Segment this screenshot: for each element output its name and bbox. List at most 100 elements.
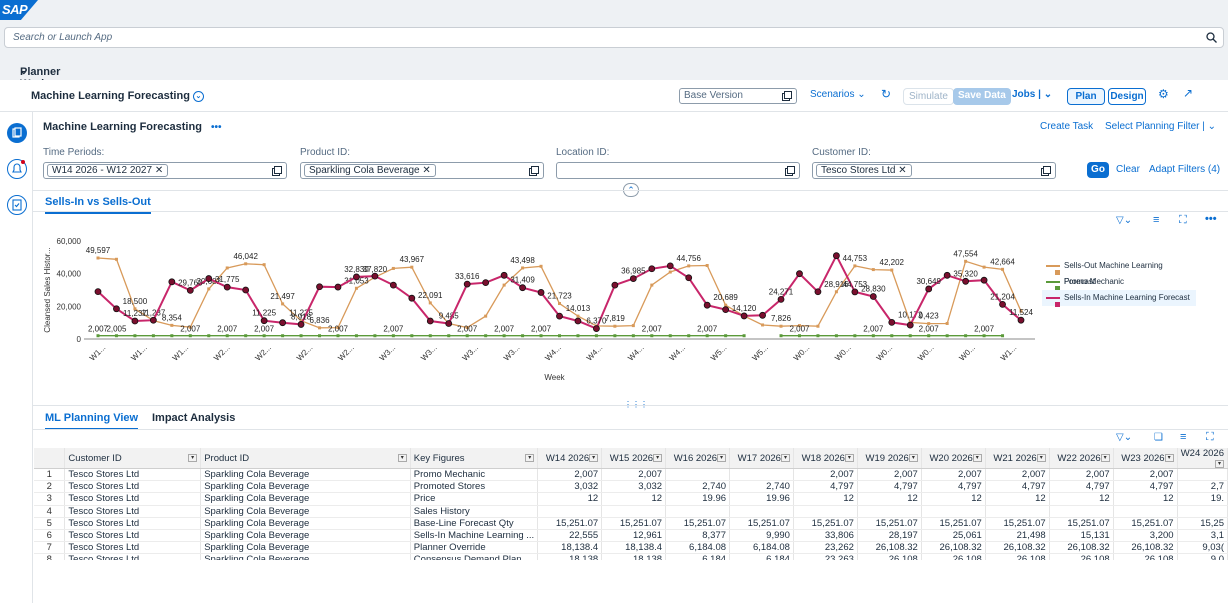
scenarios-button[interactable]: Scenarios ⌄ <box>810 89 866 100</box>
tab-sells-in-vs-sells-out[interactable]: Sells-In vs Sells-Out <box>45 196 151 214</box>
data-point[interactable] <box>465 334 469 338</box>
table-cell[interactable]: Tesco Stores Ltd <box>64 480 202 494</box>
table-cell[interactable]: 15,25 <box>1177 517 1228 530</box>
data-point[interactable] <box>927 334 931 338</box>
data-point[interactable] <box>299 319 303 323</box>
data-point[interactable] <box>687 264 691 268</box>
table-cell[interactable]: 12 <box>793 492 858 506</box>
data-point[interactable] <box>999 300 1006 308</box>
table-cell[interactable]: 2,740 <box>729 480 794 494</box>
data-point[interactable] <box>316 283 323 291</box>
table-cell[interactable]: 26,108 <box>857 553 922 560</box>
notifications-icon[interactable] <box>7 159 27 179</box>
table-cell[interactable]: 33,806 <box>793 529 858 543</box>
table-settings-icon[interactable]: ≡ <box>1180 431 1187 443</box>
table-cell[interactable]: 8,377 <box>665 529 731 543</box>
table-cell[interactable]: 3,200 <box>1113 529 1178 543</box>
table-cell[interactable]: Tesco Stores Ltd <box>64 517 202 530</box>
table-cell[interactable]: 3,1 <box>1177 529 1228 543</box>
table-cell[interactable]: Sparkling Cola Beverage <box>200 517 411 530</box>
data-point[interactable] <box>318 326 322 330</box>
column-header[interactable]: W18 2026 ▾ <box>793 448 858 469</box>
refresh-icon[interactable]: ↻ <box>881 87 892 101</box>
table-cell[interactable]: 2,007 <box>985 468 1050 482</box>
table-cell[interactable]: 2,007 <box>601 468 667 482</box>
column-menu-icon[interactable]: ▾ <box>844 453 854 462</box>
table-cell[interactable]: 2,007 <box>921 468 986 482</box>
table-cell[interactable]: Sparkling Cola Beverage <box>200 505 411 518</box>
column-menu-icon[interactable]: ▾ <box>1164 453 1174 462</box>
data-point[interactable] <box>650 283 654 287</box>
table-cell[interactable]: 18,138 <box>537 553 603 560</box>
table-cell[interactable] <box>665 468 731 482</box>
data-point[interactable] <box>519 284 526 292</box>
plan-toggle[interactable]: Plan <box>1067 88 1105 105</box>
search-input[interactable]: Search or Launch App <box>4 27 1224 48</box>
data-point[interactable] <box>1001 267 1005 271</box>
data-point[interactable] <box>410 334 414 338</box>
data-point[interactable] <box>262 334 266 338</box>
tab-impact-analysis[interactable]: Impact Analysis <box>152 412 236 424</box>
data-point[interactable] <box>740 312 748 320</box>
table-cell[interactable]: 15,131 <box>1049 529 1114 543</box>
data-point[interactable] <box>168 278 176 286</box>
table-cell[interactable]: 15,251.07 <box>729 517 794 530</box>
data-point[interactable] <box>890 268 894 272</box>
data-point[interactable] <box>223 283 231 291</box>
data-point[interactable] <box>834 334 838 338</box>
table-cell[interactable]: Tesco Stores Ltd <box>64 529 202 543</box>
table-row[interactable]: 5 Tesco Stores Ltd Sparkling Cola Beverage… <box>34 517 1228 530</box>
data-point[interactable] <box>964 334 968 338</box>
data-point[interactable] <box>299 334 303 338</box>
table-cell[interactable]: Promo Mechanic <box>410 468 539 482</box>
table-cell[interactable]: 2,007 <box>1049 468 1114 482</box>
time-periods-field[interactable]: W14 2026 - W12 2027 ✕ <box>43 162 287 179</box>
data-point[interactable] <box>982 334 986 338</box>
table-cell[interactable]: 15,251.07 <box>665 517 731 530</box>
data-point[interactable] <box>484 334 488 338</box>
table-cell[interactable]: 22,555 <box>537 529 603 543</box>
data-point[interactable] <box>225 334 229 338</box>
data-point[interactable] <box>447 334 451 338</box>
data-point[interactable] <box>945 321 949 325</box>
column-menu-icon[interactable]: ▾ <box>717 453 727 462</box>
data-point[interactable] <box>188 334 192 338</box>
more-options-icon[interactable]: ••• <box>1205 213 1217 225</box>
table-cell[interactable]: 9,0 <box>1177 553 1228 560</box>
share-icon[interactable]: ↗ <box>1183 86 1194 100</box>
table-cell[interactable]: 26,108.32 <box>857 541 922 555</box>
data-point[interactable] <box>594 334 598 338</box>
data-point[interactable] <box>463 280 471 288</box>
table-cell[interactable]: 26,108 <box>1049 553 1114 560</box>
table-cell[interactable]: Sales History <box>410 505 539 518</box>
table-cell[interactable]: 19.96 <box>729 492 794 506</box>
data-point[interactable] <box>851 288 859 296</box>
legend-item[interactable]: Sells-In Machine Learning Forecast <box>1042 290 1196 307</box>
table-cell[interactable]: 6,184.08 <box>665 541 731 555</box>
data-point[interactable] <box>502 283 506 287</box>
table-cell[interactable]: 26,108.32 <box>921 541 986 555</box>
data-point[interactable] <box>391 334 395 338</box>
table-cell[interactable]: 4,797 <box>1049 480 1114 494</box>
chevron-circle-icon[interactable]: ⌄ <box>192 90 204 102</box>
table-cell[interactable]: 23,262 <box>793 541 858 555</box>
table-cell[interactable]: Tesco Stores Ltd <box>64 492 202 506</box>
data-point[interactable] <box>779 324 783 328</box>
filter-token[interactable]: W14 2026 - W12 2027 ✕ <box>47 164 169 177</box>
data-point[interactable] <box>465 326 469 330</box>
data-point[interactable] <box>648 265 656 273</box>
data-point[interactable] <box>133 307 137 311</box>
table-cell[interactable] <box>1113 505 1178 518</box>
data-point[interactable] <box>558 334 561 338</box>
data-point[interactable] <box>484 314 488 318</box>
table-cell[interactable]: Promoted Stores <box>410 480 539 494</box>
data-point[interactable] <box>1017 316 1025 324</box>
data-point[interactable] <box>297 321 305 328</box>
column-menu-icon[interactable]: ▾ <box>397 453 407 462</box>
value-help-icon[interactable] <box>272 166 282 176</box>
location-id-field[interactable] <box>556 162 800 179</box>
tasks-icon[interactable] <box>7 195 27 215</box>
table-cell[interactable]: Sparkling Cola Beverage <box>200 468 411 482</box>
table-cell[interactable]: 2,007 <box>1113 468 1178 482</box>
data-point[interactable] <box>151 334 155 338</box>
